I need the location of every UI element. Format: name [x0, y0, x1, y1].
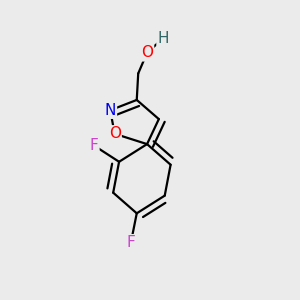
Text: H: H — [158, 31, 169, 46]
Text: O: O — [109, 126, 121, 141]
Text: O: O — [141, 45, 153, 60]
Text: F: F — [90, 138, 98, 153]
Text: N: N — [105, 103, 116, 118]
Text: F: F — [127, 235, 135, 250]
